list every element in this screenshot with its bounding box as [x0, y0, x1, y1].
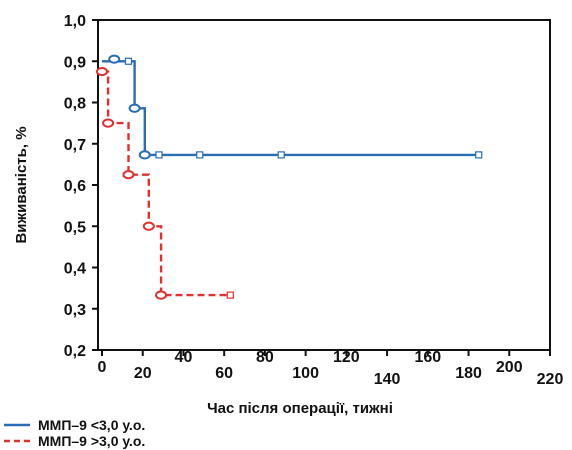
x-tick-label: 140 — [374, 371, 401, 388]
x-axis-label: Час після операції, тижні — [207, 400, 393, 417]
x-tick-label: 160 — [414, 349, 441, 366]
event-marker — [138, 150, 151, 160]
y-tick-label: 0,7 — [64, 137, 86, 154]
series-layer — [96, 54, 483, 300]
x-tick-label: 200 — [496, 359, 523, 376]
y-tick-label: 0,8 — [64, 96, 86, 113]
censor-marker — [124, 57, 133, 65]
y-axis: 0,2 0,3 0,4 0,5 0,6 0,7 0,8 0,9 1,0 — [64, 13, 98, 360]
event-marker — [108, 54, 121, 64]
censor-marker — [226, 291, 234, 299]
censor-marker — [155, 151, 163, 159]
censor-marker — [475, 151, 483, 159]
axes — [97, 19, 551, 351]
x-tick-label: 100 — [292, 365, 319, 382]
event-marker — [122, 170, 135, 180]
event-marker — [128, 103, 141, 113]
censor-marker — [277, 151, 285, 159]
series-line — [102, 70, 231, 297]
legend-label: ММП–9 <3,0 у.о. — [38, 417, 145, 433]
event-marker — [96, 66, 108, 77]
x-tick-label: 220 — [537, 371, 564, 388]
x-axis: 0 20 40 60 80 100 120 140 160 180 200 220 — [98, 349, 564, 388]
series-line — [102, 60, 479, 157]
x-tick-label: 120 — [333, 349, 360, 366]
x-tick-label: 20 — [134, 365, 152, 382]
plot-frame — [97, 19, 551, 351]
y-tick-label: 0,9 — [64, 54, 86, 71]
x-tick-label: 180 — [455, 365, 482, 382]
y-tick-label: 0,5 — [64, 219, 86, 236]
event-marker — [102, 118, 115, 128]
y-tick-label: 0,6 — [64, 178, 86, 195]
legend-label: ММП–9 >3,0 у.о. — [38, 433, 145, 449]
x-tick-label: 40 — [175, 349, 193, 366]
y-axis-label: Виживаність, % — [13, 126, 30, 243]
y-tick-label: 0,4 — [64, 261, 86, 278]
event-marker — [155, 290, 168, 300]
event-marker — [142, 221, 155, 231]
x-tick-label: 80 — [256, 349, 274, 366]
legend: ММП–9 <3,0 у.о.ММП–9 >3,0 у.о. — [4, 417, 145, 449]
y-tick-label: 1,0 — [64, 13, 86, 30]
censor-marker — [196, 151, 204, 159]
y-tick-label: 0,3 — [64, 302, 86, 319]
x-tick-label: 0 — [98, 359, 107, 376]
y-tick-label: 0,2 — [64, 343, 86, 360]
x-tick-label: 60 — [215, 365, 233, 382]
